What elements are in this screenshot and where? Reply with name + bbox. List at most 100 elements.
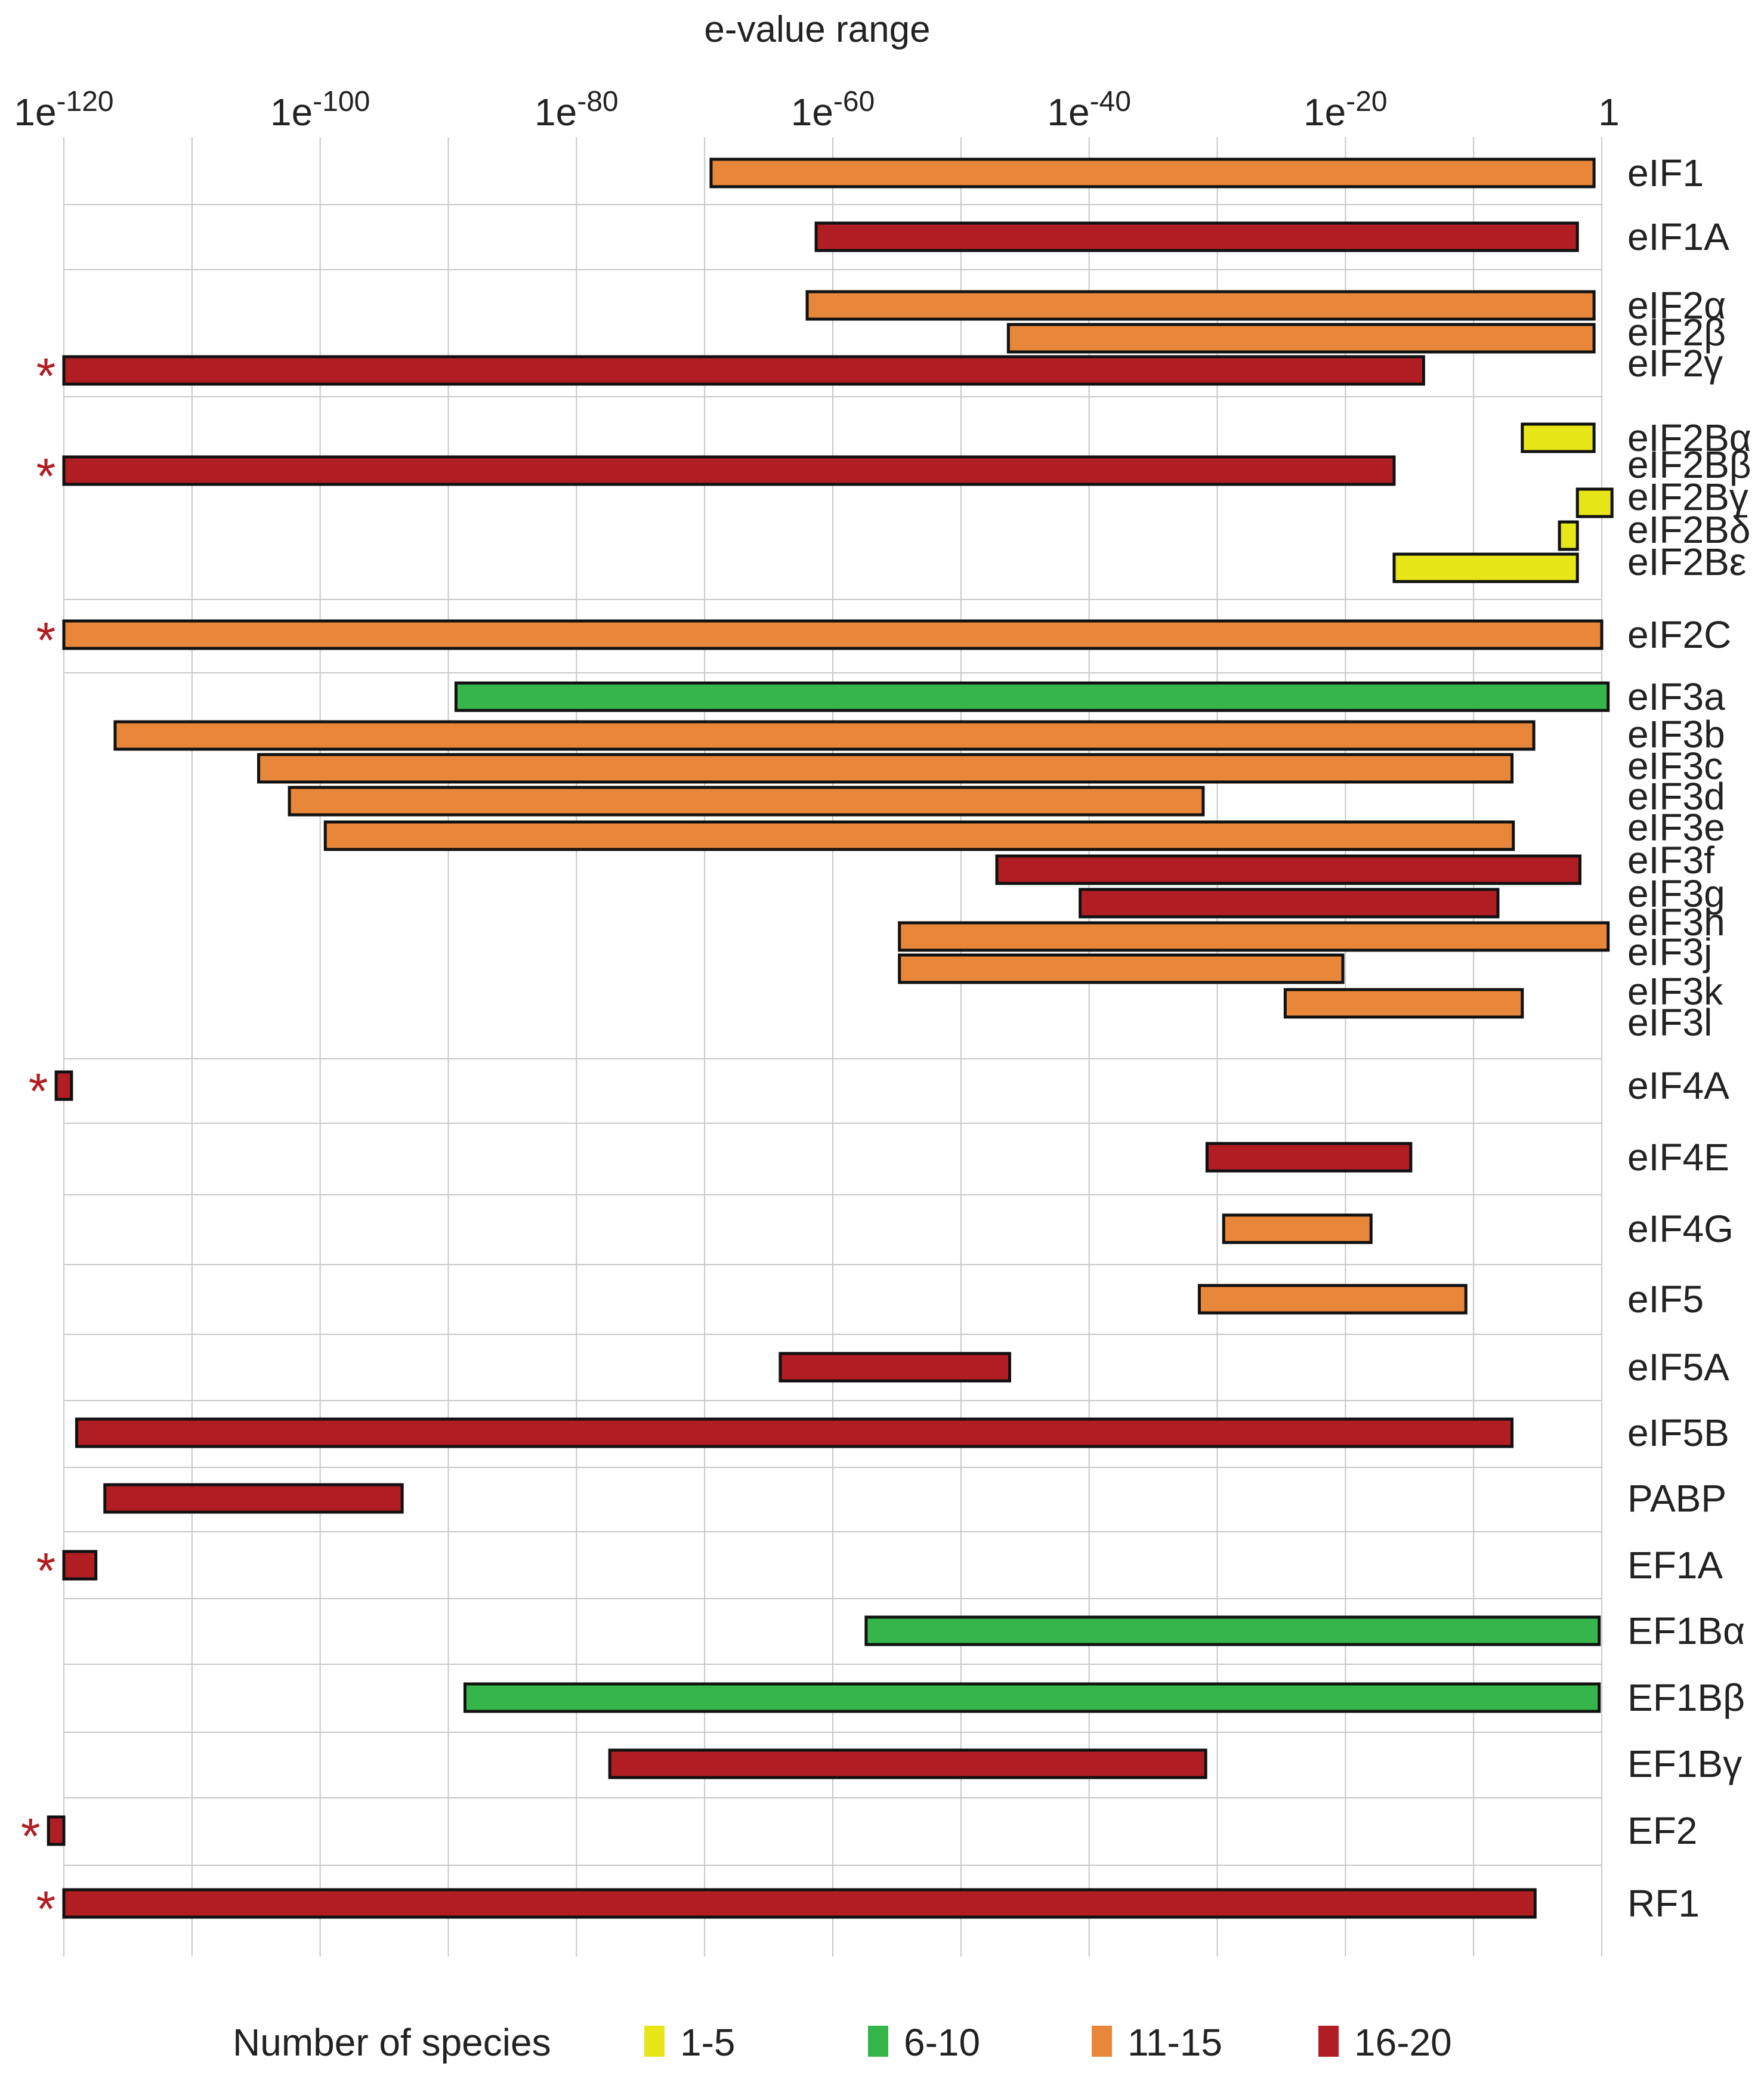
- range-bar: [454, 681, 1610, 712]
- range-bar: [62, 619, 1604, 650]
- row-label: eIF3d: [1627, 775, 1725, 818]
- range-bar: [62, 1888, 1537, 1919]
- range-bar: [1079, 888, 1500, 919]
- row-label: eIF2Bβ: [1627, 443, 1751, 486]
- legend-swatch: [1092, 2026, 1112, 2057]
- range-bar: [805, 290, 1596, 321]
- x-tick-label: 1e-120: [14, 86, 113, 134]
- chart-title: e-value range: [704, 9, 930, 50]
- range-bar: [257, 753, 1514, 784]
- range-bar: [288, 786, 1205, 817]
- row-label: eIF1: [1627, 152, 1704, 194]
- significance-star: *: [36, 448, 56, 504]
- row-label: EF1Bβ: [1627, 1676, 1745, 1719]
- row-label: eIF4A: [1627, 1064, 1729, 1107]
- legend-label: 11-15: [1127, 2021, 1222, 2064]
- range-bar: [323, 820, 1515, 851]
- range-bar: [1197, 1284, 1468, 1315]
- row-label: eIF3h: [1627, 901, 1725, 944]
- row-label: eIF2Bα: [1627, 416, 1751, 459]
- range-bar: [1558, 520, 1579, 551]
- row-label: eIF3j: [1627, 931, 1712, 973]
- row-label: PABP: [1627, 1477, 1726, 1520]
- row-label: EF2: [1627, 1809, 1697, 1852]
- range-bar: [62, 455, 1396, 486]
- row-label: eIF3a: [1627, 675, 1725, 718]
- row-label: eIF2Bε: [1627, 540, 1746, 583]
- legend-title: Number of species: [233, 2021, 551, 2064]
- range-bars: [47, 157, 1614, 1919]
- row-label: eIF2α: [1627, 284, 1726, 327]
- range-bar: [1392, 552, 1579, 583]
- range-bar: [103, 1483, 404, 1514]
- legend-swatch: [644, 2026, 665, 2057]
- range-bar: [1006, 323, 1596, 354]
- range-bar: [898, 953, 1345, 984]
- legend: Number of species 1-5 6-10 11-15 16-20: [233, 2021, 1452, 2064]
- range-bar: [995, 854, 1581, 885]
- range-bar: [1222, 1213, 1373, 1244]
- range-bar: [864, 1615, 1601, 1646]
- row-label: eIF2β: [1627, 311, 1726, 354]
- row-label: eIF3b: [1627, 713, 1725, 756]
- range-bar: [1575, 487, 1614, 518]
- grid: [63, 137, 1602, 1957]
- row-label: eIF3l: [1627, 1001, 1712, 1044]
- significance-star: *: [36, 612, 56, 668]
- row-label: EF1A: [1627, 1544, 1723, 1587]
- row-label: eIF3g: [1627, 872, 1725, 915]
- significance-markers: * * * * * * *: [21, 348, 55, 1937]
- row-separators: [64, 204, 1602, 1866]
- row-label: eIF5: [1627, 1278, 1704, 1321]
- range-bar: [709, 157, 1596, 188]
- range-bar: [1521, 422, 1596, 453]
- row-label: eIF4E: [1627, 1136, 1729, 1179]
- significance-star: *: [21, 1808, 41, 1864]
- significance-star: *: [36, 348, 56, 404]
- row-label: eIF3f: [1627, 839, 1714, 882]
- row-label: eIF3k: [1627, 970, 1723, 1013]
- significance-star: *: [29, 1063, 48, 1119]
- range-bar: [62, 1550, 98, 1581]
- significance-star: *: [36, 1543, 56, 1599]
- range-bar: [1205, 1142, 1413, 1173]
- x-tick-label: 1e-40: [1047, 86, 1131, 134]
- range-bar: [463, 1682, 1601, 1713]
- row-label: eIF5A: [1627, 1346, 1729, 1389]
- range-bar: [814, 221, 1579, 252]
- row-label: eIF2Bδ: [1627, 508, 1750, 551]
- range-bar: [75, 1417, 1514, 1448]
- x-axis-ticks: 1e-120 1e-100 1e-80 1e-60 1e-40 1e-20 1: [14, 86, 1619, 134]
- range-bar: [608, 1748, 1207, 1779]
- legend-label: 1-5: [680, 2021, 736, 2064]
- row-label: eIF4G: [1627, 1207, 1734, 1250]
- row-label: eIF5B: [1627, 1411, 1729, 1454]
- row-label: eIF3e: [1627, 806, 1725, 849]
- legend-swatch: [1318, 2026, 1339, 2057]
- range-bar: [1283, 988, 1524, 1019]
- legend-label: 16-20: [1354, 2021, 1452, 2064]
- x-tick-label: 1e-60: [791, 86, 875, 134]
- legend-swatch: [868, 2026, 888, 2057]
- row-label: EF1Bγ: [1627, 1742, 1742, 1785]
- x-tick-label: 1e-100: [270, 86, 370, 134]
- row-label: EF1Bα: [1627, 1609, 1745, 1652]
- range-bar: [778, 1352, 1011, 1383]
- range-bar: [54, 1070, 73, 1101]
- row-label: RF1: [1627, 1882, 1700, 1925]
- legend-label: 6-10: [904, 2021, 980, 2064]
- range-bar: [47, 1815, 66, 1846]
- significance-star: *: [36, 1881, 56, 1937]
- range-bar: [898, 921, 1610, 952]
- row-label: eIF2γ: [1627, 342, 1723, 385]
- range-bar: [62, 355, 1425, 386]
- row-label: eIF2C: [1627, 613, 1731, 656]
- x-tick-label: 1e-80: [535, 86, 619, 134]
- row-label: eIF1A: [1627, 215, 1729, 258]
- range-bar: [113, 720, 1536, 751]
- row-label: eIF3c: [1627, 744, 1723, 787]
- x-tick-label: 1e-20: [1303, 86, 1388, 134]
- x-tick-label: 1: [1598, 91, 1620, 134]
